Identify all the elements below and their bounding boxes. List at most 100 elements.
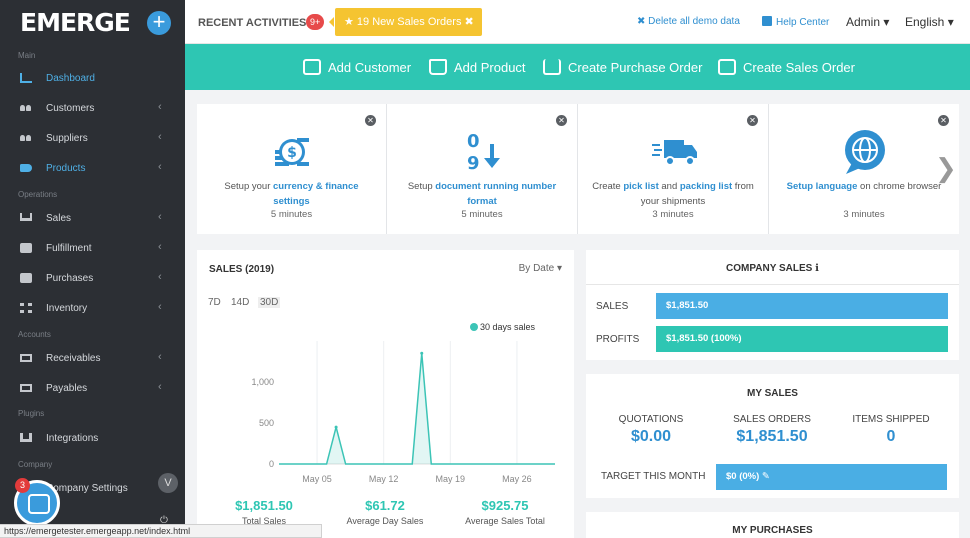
cart-icon <box>543 59 561 75</box>
collapse-sidebar-button[interactable]: V <box>158 473 178 493</box>
sales-card: SALES (2019) By Date ▾ 7D 14D 30D 30 day… <box>197 250 574 538</box>
language-dropdown[interactable]: English ▾ <box>905 15 954 29</box>
metric-label: QUOTATIONS <box>618 414 684 425</box>
setup-text-prefix: Create <box>592 181 624 192</box>
setup-text-mid: and <box>658 181 680 192</box>
range-7d-tab[interactable]: 7D <box>208 297 221 308</box>
add-product-button[interactable]: Add Product <box>429 59 526 75</box>
power-icon[interactable]: ⏻ <box>160 515 168 526</box>
range-14d-tab[interactable]: 14D <box>231 297 250 308</box>
coins-icon: $ <box>275 138 309 166</box>
close-icon[interactable]: ✕ <box>938 115 949 126</box>
sidebar-item-purchases[interactable]: Purchases ‹ <box>0 267 185 289</box>
sidebar-item-label: Receivables <box>46 353 101 364</box>
section-accounts: Accounts <box>18 330 51 339</box>
add-product-label: Add Product <box>454 60 526 75</box>
setup-card-language: ✕ Setup language on chrome browser 3 min… <box>769 104 959 234</box>
cubes-icon <box>20 303 32 313</box>
sales-card-title: SALES (2019) <box>209 264 275 275</box>
setup-text-suffix: on chrome browser <box>857 181 942 192</box>
sidebar-item-payables[interactable]: Payables ‹ <box>0 377 185 399</box>
quotations-metric: QUOTATIONS $0.00 <box>586 414 716 446</box>
close-icon[interactable]: ✕ <box>365 115 376 126</box>
edit-target-button[interactable]: $0 (0%) ✎ <box>716 464 947 490</box>
stat-value: $1,851.50 <box>235 498 293 513</box>
setup-card-time: 5 minutes <box>461 209 503 220</box>
section-company: Company <box>18 460 53 469</box>
sidebar: EMERGE + Main Dashboard Customers ‹ Supp… <box>0 0 185 538</box>
stat-value: $925.75 <box>481 498 529 513</box>
stat-average-day-sales: $61.72 Average Day Sales <box>325 498 445 526</box>
new-sales-orders-notification[interactable]: ★ 19 New Sales Orders ✖ <box>329 8 482 36</box>
metric-label: ITEMS SHIPPED <box>852 414 930 425</box>
sidebar-item-fulfillment[interactable]: Fulfillment ‹ <box>0 237 185 259</box>
divider <box>586 284 959 285</box>
data-point <box>420 351 424 355</box>
sidebar-item-inventory[interactable]: Inventory ‹ <box>0 297 185 319</box>
section-operations: Operations <box>18 190 58 199</box>
question-icon <box>762 16 772 26</box>
sidebar-item-label: Company Settings <box>46 483 128 494</box>
close-icon[interactable]: ✕ <box>556 115 567 126</box>
admin-dropdown[interactable]: Admin ▾ <box>846 15 890 29</box>
x-tick-label: May 05 <box>302 474 332 484</box>
metric-value: $0.00 <box>630 428 672 445</box>
app-logo: EMERGE <box>20 8 131 37</box>
globe-chat-icon <box>845 130 885 174</box>
close-icon[interactable]: ✕ <box>747 115 758 126</box>
sidebar-item-dashboard[interactable]: Dashboard <box>0 67 185 89</box>
chart-icon <box>20 73 32 83</box>
target-label: TARGET THIS MONTH <box>601 471 706 482</box>
chevron-left-icon: ‹ <box>158 211 162 223</box>
sidebar-item-customers[interactable]: Customers ‹ <box>0 97 185 119</box>
recent-activities-link[interactable]: RECENT ACTIVITIES <box>198 17 307 29</box>
sidebar-item-integrations[interactable]: Integrations <box>0 427 185 449</box>
packing-list-link[interactable]: packing list <box>679 181 733 192</box>
document-running-number-link[interactable]: document running number format <box>435 181 557 207</box>
chat-unread-badge: 3 <box>15 478 30 493</box>
plug-icon <box>20 433 32 442</box>
help-center-link[interactable]: Help Center <box>762 16 829 28</box>
by-date-dropdown[interactable]: By Date ▾ <box>518 263 562 274</box>
svg-text:0: 0 <box>467 131 480 152</box>
sales-bar: $1,851.50 <box>656 293 948 319</box>
sidebar-item-label: Dashboard <box>46 73 95 84</box>
metric-label: SALES ORDERS <box>733 414 811 425</box>
stat-total-sales: $1,851.50 Total Sales <box>204 498 324 526</box>
series-line <box>279 353 555 465</box>
create-purchase-order-label: Create Purchase Order <box>568 60 703 75</box>
quick-action-bar: Add Customer Add Product Create Purchase… <box>185 44 970 90</box>
sidebar-item-sales[interactable]: Sales ‹ <box>0 207 185 229</box>
sidebar-item-label: Inventory <box>46 303 88 314</box>
money-icon <box>20 354 32 362</box>
chevron-left-icon: ‹ <box>158 301 162 313</box>
y-tick-label: 500 <box>259 418 274 428</box>
create-sales-order-button[interactable]: Create Sales Order <box>718 59 855 75</box>
clipboard-icon <box>20 273 32 283</box>
quick-add-button[interactable]: + <box>147 11 171 35</box>
add-customer-label: Add Customer <box>328 60 412 75</box>
add-customer-button[interactable]: Add Customer <box>303 59 411 75</box>
browser-status-url: https://emergetester.emergeapp.net/index… <box>0 524 322 538</box>
sidebar-item-receivables[interactable]: Receivables ‹ <box>0 347 185 369</box>
pick-list-link[interactable]: pick list <box>623 181 659 192</box>
sidebar-item-company-settings[interactable]: Company Settings <box>0 477 185 499</box>
delete-demo-data-link[interactable]: ✖ Delete all demo data <box>637 16 740 27</box>
profits-bar: $1,851.50 (100%) <box>656 326 948 352</box>
create-sales-order-label: Create Sales Order <box>743 60 855 75</box>
setup-card-currency: ✕ $ Setup your currency & finance settin… <box>197 104 387 234</box>
sidebar-item-products[interactable]: Products ‹ <box>0 157 185 179</box>
my-sales-card: MY SALES QUOTATIONS $0.00 SALES ORDERS $1,… <box>586 374 959 498</box>
shopping-bag-icon <box>429 59 447 75</box>
sidebar-item-suppliers[interactable]: Suppliers ‹ <box>0 127 185 149</box>
range-30d-tab[interactable]: 30D <box>258 297 281 308</box>
chevron-left-icon: ‹ <box>158 381 162 393</box>
chevron-right-icon[interactable]: ❯ <box>935 153 957 183</box>
setup-text-suffix: from your shipments <box>640 181 754 207</box>
setup-language-link[interactable]: Setup language <box>786 181 858 192</box>
currency-settings-link[interactable]: currency & finance settings <box>273 181 359 207</box>
cart-icon <box>20 213 32 221</box>
money-icon <box>20 384 32 392</box>
create-purchase-order-button[interactable]: Create Purchase Order <box>543 59 702 75</box>
